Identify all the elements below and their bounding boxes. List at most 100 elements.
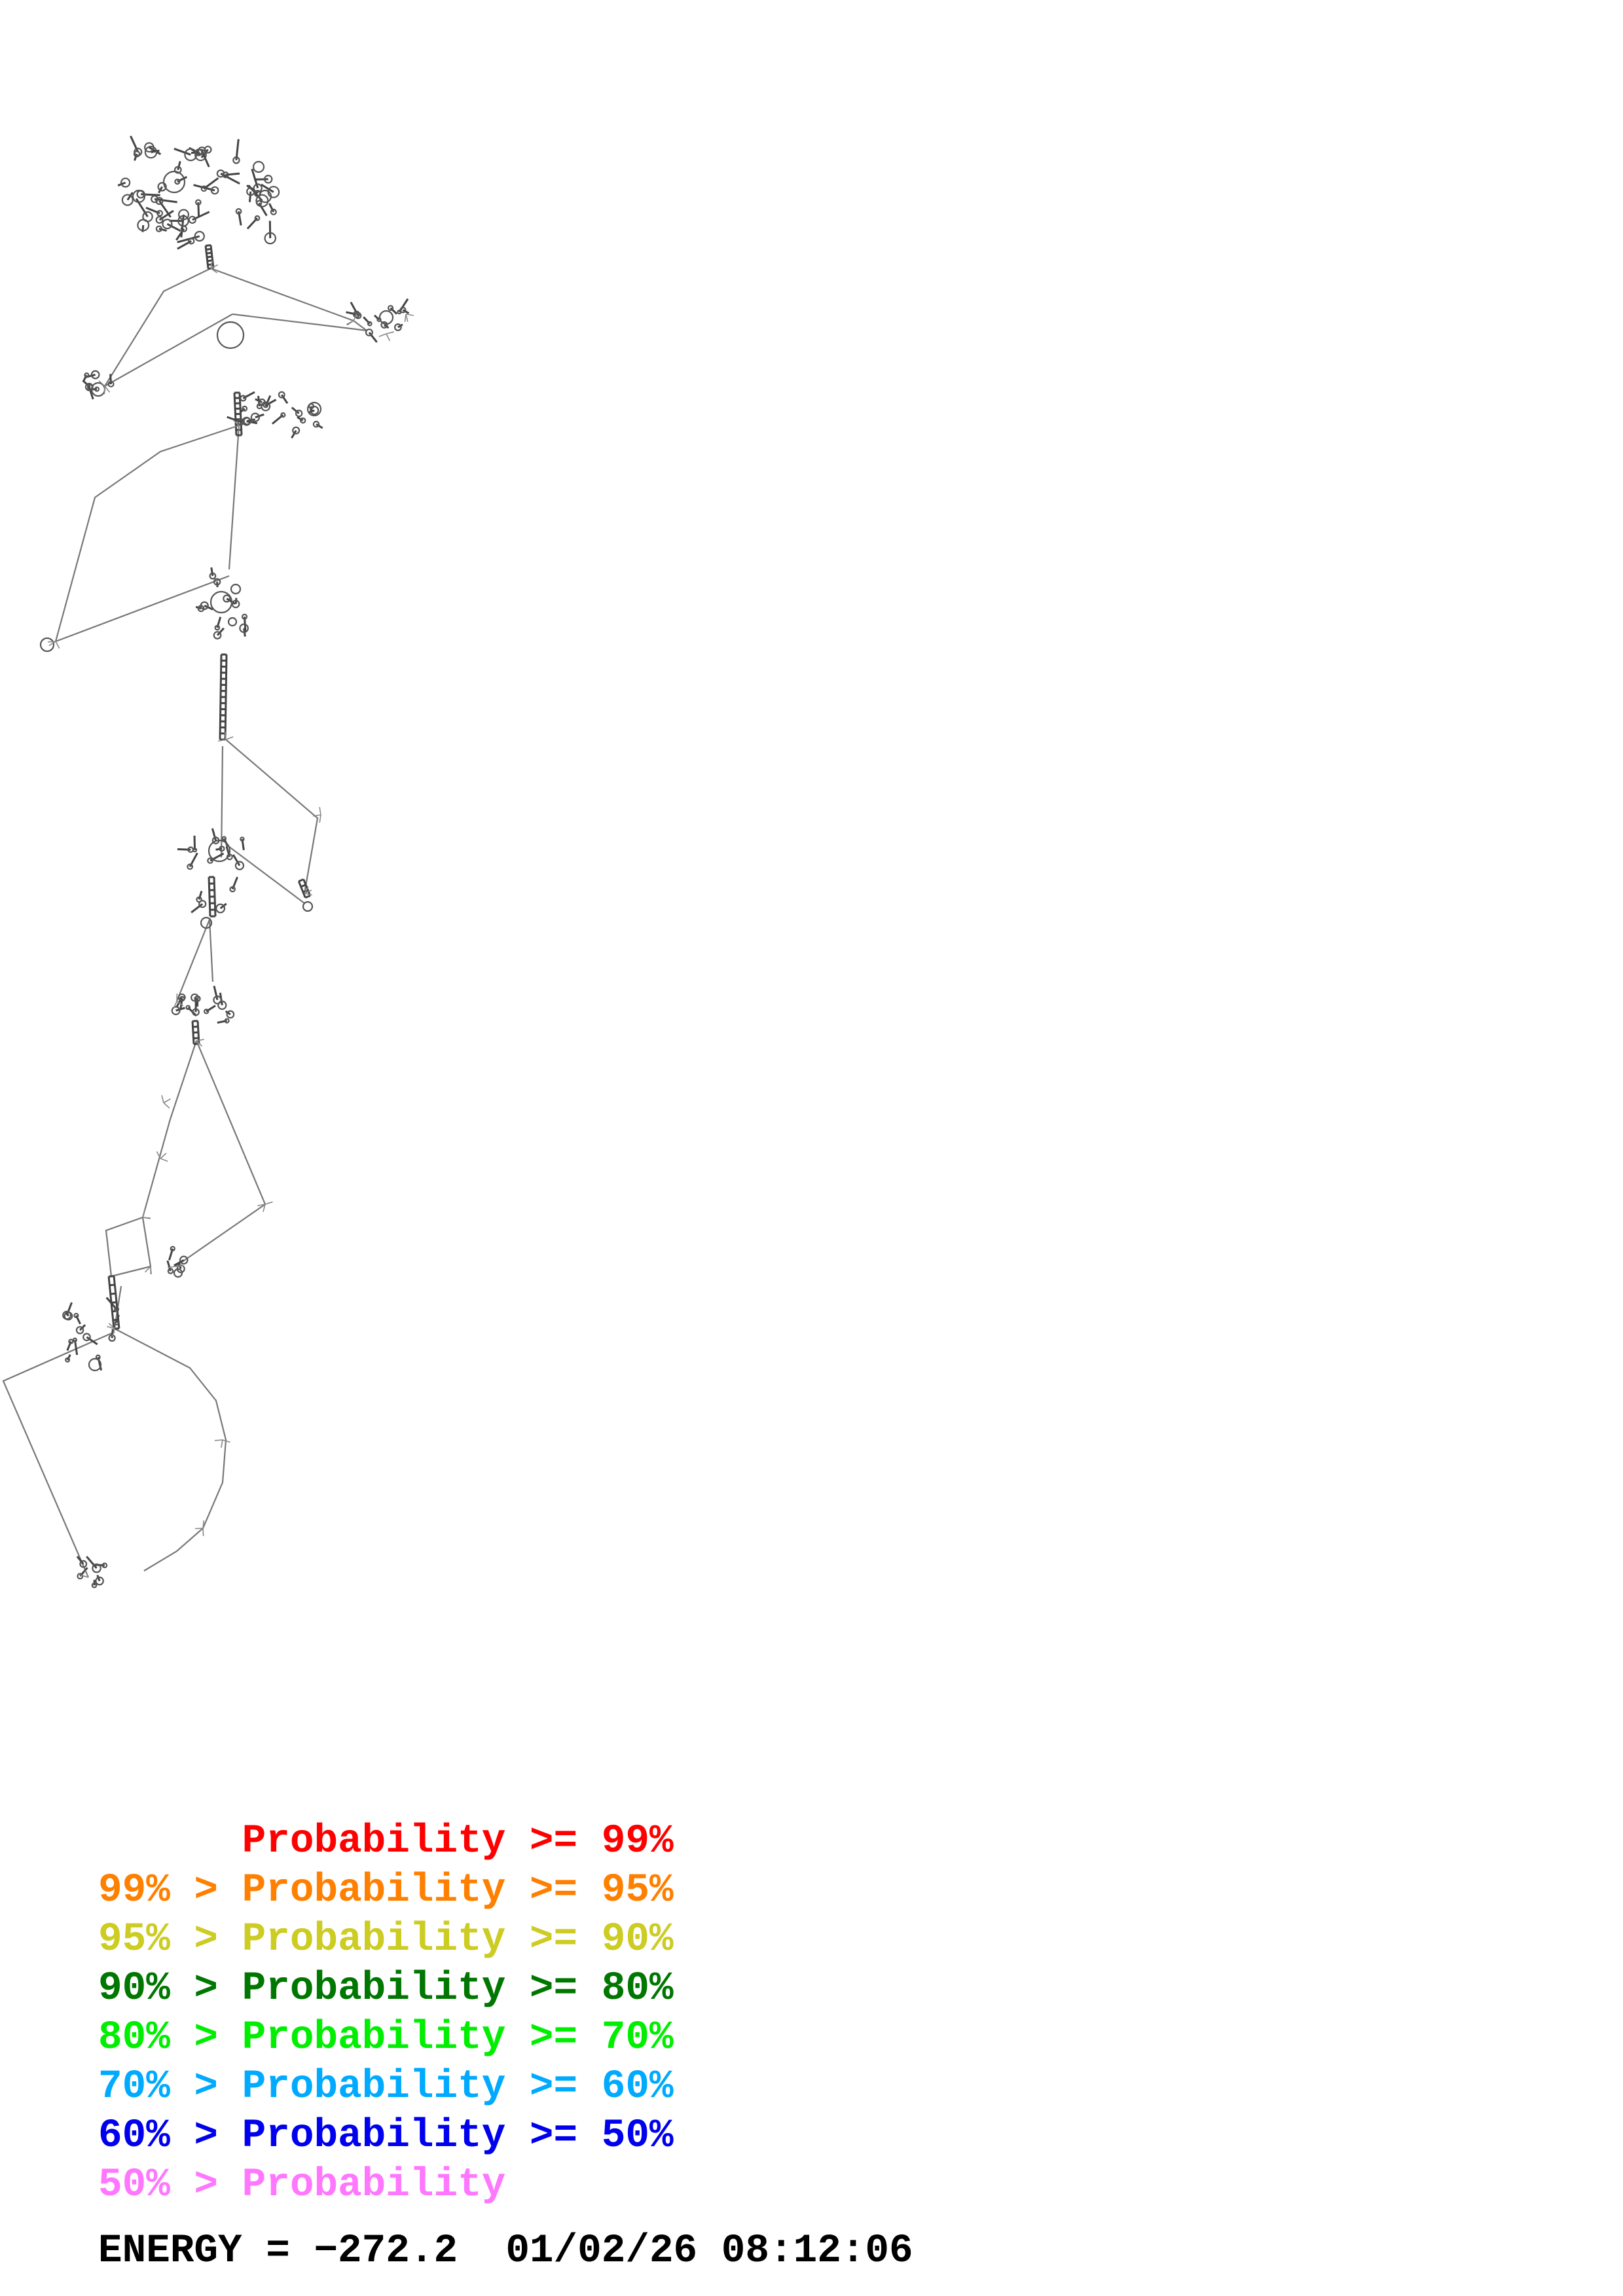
hairpin-loop: [114, 1306, 120, 1312]
hairpin-stem: [280, 394, 289, 404]
backbone-segment: [225, 739, 319, 894]
hairpin-loop: [157, 182, 167, 192]
helix-strand: [302, 878, 312, 897]
base-tick: [210, 268, 218, 274]
hairpin-loop: [210, 186, 219, 195]
hairpin-stem: [66, 1354, 71, 1361]
base-tick: [196, 1039, 204, 1041]
hairpin-loop: [203, 1009, 210, 1014]
base-tick: [263, 1204, 266, 1212]
hairpin-loop: [270, 208, 277, 215]
base-tick: [386, 331, 394, 334]
base-tick: [98, 380, 105, 387]
hairpin-loop: [217, 1000, 227, 1010]
hairpin-stem: [79, 1567, 88, 1577]
hairpin-loop: [216, 169, 225, 178]
hairpin-loop: [207, 857, 213, 864]
base-tick: [161, 1095, 164, 1103]
hairpin-stem: [166, 223, 181, 232]
hairpin-loop: [241, 613, 248, 620]
hairpin-stem: [261, 183, 274, 193]
base-tick: [55, 641, 60, 649]
hairpin-loop: [91, 1582, 98, 1588]
legend-prefix: 99% >: [98, 1868, 242, 1913]
hairpin-loop: [191, 993, 199, 1002]
hairpin-stem: [211, 828, 217, 841]
hairpin-loop: [187, 846, 194, 853]
hairpin-loop: [133, 151, 141, 158]
base-tick: [168, 1266, 176, 1268]
base-tick: [313, 814, 321, 817]
hairpin-loop: [399, 306, 407, 314]
hairpin-loop: [188, 215, 196, 224]
legend-label: Probability >= 90%: [242, 1917, 674, 1962]
hairpin-loop: [211, 836, 220, 844]
hairpin-stem: [111, 1329, 114, 1338]
hairpin-loop: [108, 1334, 116, 1342]
base-pair: [207, 259, 213, 262]
backbone-segment: [54, 424, 240, 642]
hairpin-loop: [177, 209, 190, 221]
base-pair: [304, 895, 311, 899]
rna-loops: [39, 142, 407, 1588]
loop: [88, 1357, 102, 1372]
hairpin-loop: [79, 1560, 88, 1568]
hairpin-loop: [243, 417, 251, 425]
hairpin-loop: [95, 1354, 101, 1360]
legend-row: 95% > Probability >= 90%: [98, 1915, 674, 1964]
hairpin-loop: [155, 225, 162, 232]
base-tick: [142, 1210, 145, 1218]
backbone-segment: [175, 919, 211, 1002]
hairpin-stem: [173, 1259, 185, 1266]
hairpin-loop: [226, 1010, 235, 1019]
hairpin-stem: [86, 1556, 98, 1569]
hairpin-loop: [226, 853, 233, 861]
base-tick: [404, 314, 407, 322]
legend-label: Probability >= 60%: [242, 2064, 674, 2109]
base-pair: [108, 1275, 115, 1278]
base-tick: [386, 333, 391, 342]
hairpin-stem: [268, 203, 275, 213]
loop: [216, 321, 245, 350]
base-tick: [257, 1204, 266, 1207]
base-tick: [107, 1325, 115, 1329]
hairpin-stem: [76, 1556, 84, 1565]
hairpin-stem: [204, 604, 213, 611]
hairpin-loop: [144, 142, 155, 152]
hairpin-loop: [197, 146, 206, 155]
hairpin-loop: [184, 148, 198, 162]
backbone-segment: [104, 268, 211, 387]
hairpin-loop: [73, 1312, 79, 1318]
hairpin-loop: [376, 317, 382, 322]
hairpin-stem: [297, 416, 304, 422]
base-tick: [210, 260, 213, 269]
backbone-segment: [225, 844, 305, 904]
rna-backbone: [2, 267, 367, 1578]
hairpin-stem: [173, 147, 191, 156]
energy-value: ENERGY = −272.2: [98, 2229, 458, 2274]
base-tick: [175, 1265, 184, 1267]
base-tick: [346, 320, 354, 325]
hairpin-loop: [114, 1320, 120, 1326]
hairpin-loop: [65, 1357, 71, 1363]
base-tick: [218, 739, 227, 742]
hairpin-stem: [291, 406, 300, 414]
hairpin-loop: [263, 175, 273, 184]
hairpin-loop: [280, 412, 286, 418]
legend-row: 80% > Probability >= 70%: [98, 2013, 674, 2062]
legend-row: 70% > Probability >= 60%: [98, 2062, 674, 2111]
hairpin-stem: [346, 311, 357, 315]
hairpin-loop: [256, 200, 263, 206]
hairpin-loop: [250, 412, 261, 422]
base-tick: [173, 1001, 177, 1009]
hairpin-loop: [213, 578, 221, 586]
base-pair: [298, 878, 304, 882]
hairpin-loop: [240, 395, 247, 402]
hairpin-stem: [175, 1007, 185, 1012]
rna-structure-diagram: [2, 135, 414, 1588]
hairpin-loop: [393, 323, 402, 331]
hairpin-loop: [170, 1246, 175, 1251]
hairpin-loop: [213, 996, 222, 1005]
hairpin-loop: [187, 238, 195, 245]
hairpin-loop: [292, 426, 301, 435]
